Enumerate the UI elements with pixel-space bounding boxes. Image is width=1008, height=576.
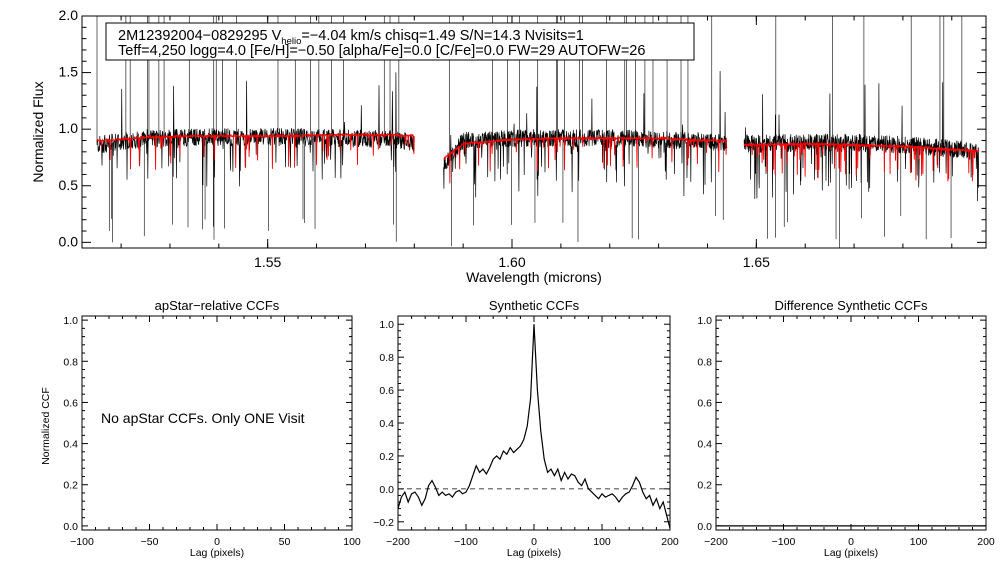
difference-y-tick-label: 1.0 [697, 315, 712, 327]
observed-spectrum-chip-1 [96, 72, 415, 187]
difference-x-tick-label: −100 [772, 536, 796, 548]
difference-y-tick-label: 0.6 [697, 397, 712, 409]
spectrum-x-axis-label: Wavelength (microns) [466, 269, 602, 285]
apstar-x-tick-label: 100 [343, 536, 361, 548]
synthetic-x-axis-label: Lag (pixels) [507, 547, 561, 559]
apstar-x-tick-label: 50 [279, 536, 291, 548]
model-spectrum [96, 132, 980, 184]
difference-x-tick-label: −200 [704, 536, 728, 548]
spectrum-x-tick-label: 1.55 [254, 254, 281, 270]
apstar-y-axis-label: Normalized CCF [40, 387, 52, 465]
star-info-line-2: Teff=4,250 logg=4.0 [Fe/H]=−0.50 [alpha/… [118, 43, 645, 59]
spectrum-y-axis-label: Normalized Flux [30, 81, 46, 182]
spectrum-y-tick-label: 1.0 [59, 120, 79, 136]
observed-spectrum-chip-3 [743, 82, 980, 202]
apstar-x-axis-label: Lag (pixels) [190, 547, 244, 559]
star-info-line-1: 2M12392004−0829295 Vhelio=−4.04 km/s chi… [118, 28, 584, 47]
apstar-no-data-message: No apStar CCFs. Only ONE Visit [101, 410, 305, 426]
spectrum-panel: 0.0 0.5 1.0 1.5 2.0 1.55 1.60 1.65 Wavelength … [30, 7, 987, 285]
spectrum-y-axis: 0.0 0.5 1.0 1.5 2.0 [59, 7, 986, 249]
apstar-y-tick-label: 1.0 [63, 315, 78, 327]
apstar-y-tick-label: 0.6 [63, 397, 78, 409]
synthetic-x-tick-label: 200 [661, 536, 679, 548]
synthetic-ccf-curve [398, 324, 670, 529]
difference-y-tick-label: 0.8 [697, 356, 712, 368]
difference-y-tick-label: 0.2 [697, 480, 712, 492]
spectrum-x-tick-label: 1.65 [743, 254, 770, 270]
spectrum-plot-frame [81, 15, 987, 249]
apstar-panel-title: apStar−relative CCFs [155, 298, 280, 313]
apstar-y-tick-label: 0.4 [63, 439, 78, 451]
difference-x-tick-label: 100 [910, 536, 928, 548]
difference-x-axis: −200 −100 0 100 200 [704, 316, 995, 548]
synthetic-x-tick-label: 0 [531, 536, 537, 548]
synthetic-y-axis: −0.2 0.0 0.2 0.4 0.6 0.8 1.0 [373, 319, 670, 529]
difference-x-tick-label: 0 [848, 536, 854, 548]
spectrum-y-tick-label: 0.5 [59, 177, 79, 193]
difference-y-axis: 0.0 0.2 0.4 0.6 0.8 1.0 [697, 315, 986, 533]
difference-y-tick-label: 0.0 [697, 521, 712, 533]
synthetic-ccf-panel: Synthetic CCFs −0.2 0.0 0.2 0.4 0.6 0.8 1.0 −2… [373, 298, 679, 559]
spectrum-y-tick-label: 1.5 [59, 64, 79, 80]
apstar-y-axis: 0.0 0.2 0.4 0.6 0.8 1.0 [63, 315, 352, 533]
apstar-ccf-panel: apStar−relative CCFs 0.00.20.40.60.81.0 … [40, 298, 361, 559]
apstar-x-tick-label: −100 [70, 536, 94, 548]
synthetic-x-axis: −200 −100 0 100 200 [386, 316, 679, 548]
synthetic-y-tick-label: 0.4 [379, 418, 394, 430]
synthetic-x-tick-label: −200 [386, 536, 410, 548]
apstar-x-tick-label: 0 [214, 536, 220, 548]
synthetic-y-tick-label: 0.2 [379, 451, 394, 463]
apstar-y-tick-label: 0.0 [63, 521, 78, 533]
spectrum-y-tick-label: 2.0 [59, 7, 79, 23]
model-spectrum-chip-3 [743, 141, 980, 182]
synthetic-y-tick-label: −0.2 [373, 517, 394, 529]
difference-ccf-panel: Difference Synthetic CCFs 0.00.20.40.60.… [697, 298, 995, 559]
model-spectrum-chip-2 [443, 135, 728, 184]
vhelio-subscript: helio [281, 36, 301, 47]
difference-y-tick-label: 0.4 [697, 439, 712, 451]
apstar-y-tick-label: 0.2 [63, 480, 78, 492]
apstar-y-tick-label: 0.8 [63, 356, 78, 368]
spectrum-x-tick-label: 1.60 [498, 254, 525, 270]
synthetic-y-tick-label: 0.8 [379, 352, 394, 364]
model-spectrum-chip-1 [96, 132, 415, 170]
apstar-x-tick-label: −50 [141, 536, 159, 548]
synthetic-x-tick-label: 100 [593, 536, 611, 548]
synthetic-panel-title: Synthetic CCFs [489, 298, 580, 313]
synthetic-x-tick-label: −100 [454, 536, 478, 548]
apstar-x-axis: −100 −50 0 50 100 [70, 316, 361, 548]
synthetic-y-tick-label: 1.0 [379, 319, 394, 331]
difference-x-axis-label: Lag (pixels) [824, 547, 878, 559]
spectrum-x-axis: 1.55 1.60 1.65 [120, 16, 953, 270]
synthetic-y-tick-label: 0.6 [379, 385, 394, 397]
difference-x-tick-label: 200 [977, 536, 995, 548]
spectrum-y-tick-label: 0.0 [59, 233, 79, 249]
difference-panel-title: Difference Synthetic CCFs [775, 298, 928, 313]
synthetic-y-tick-label: 0.0 [379, 484, 394, 496]
star-info-box: 2M12392004−0829295 Vhelio=−4.04 km/s chi… [105, 22, 695, 61]
